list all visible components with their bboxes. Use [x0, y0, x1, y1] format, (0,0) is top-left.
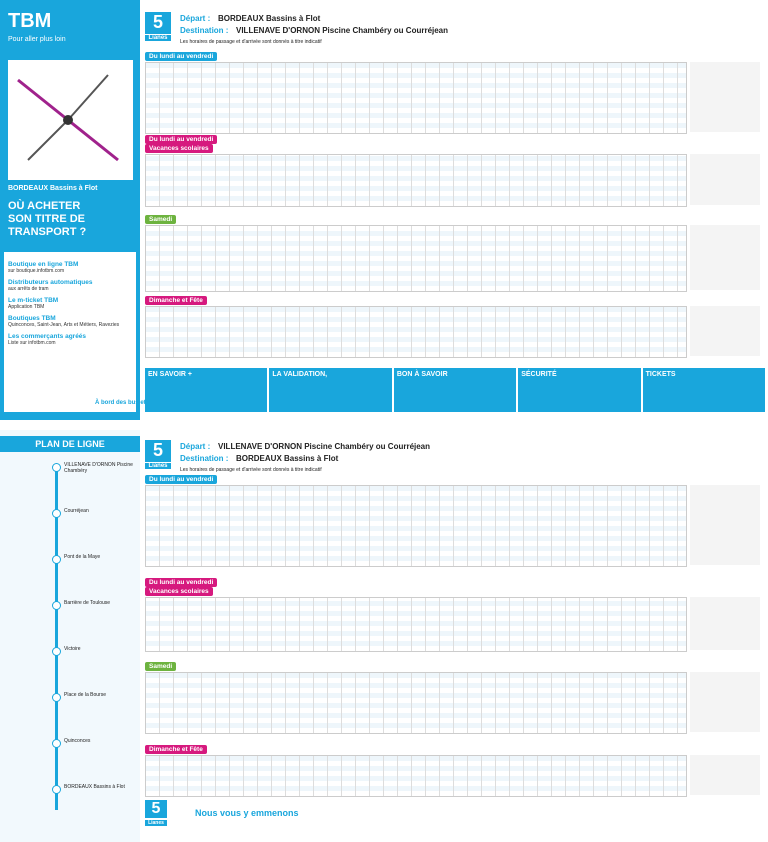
timetable-grid — [145, 154, 687, 207]
plan-line — [55, 470, 58, 810]
info-block: SÉCURITÉ — [518, 368, 641, 412]
depart: VILLENAVE D'ORNON Piscine Chambéry ou Co… — [218, 442, 431, 451]
tagline: Pour aller plus loin — [8, 36, 66, 43]
stop-name: Place de la Bourse — [64, 692, 106, 698]
item-title: Distributeurs automatiques — [8, 279, 93, 286]
line-name: BORDEAUX Bassins à Flot — [8, 185, 98, 192]
plan-panel — [0, 430, 140, 842]
footer-title: Nous vous y emmenons — [195, 808, 299, 818]
sidebar-title: OÙ ACHETER SON TITRE DE TRANSPORT ? — [8, 200, 87, 238]
stop-dot — [52, 601, 61, 610]
note: Les horaires de passage et d'arrivée son… — [180, 467, 322, 473]
depart-label: Départ : — [180, 442, 211, 451]
stop-name: VILLENAVE D'ORNON Piscine Chambéry — [64, 462, 133, 474]
section-title: Du lundi au vendredi — [145, 52, 218, 61]
item-text: aux arrêts de tram — [8, 286, 49, 292]
line-badge: 5 — [145, 440, 171, 462]
timetable-grid — [145, 755, 687, 797]
map-svg — [17, 74, 119, 162]
stop-name: Barrière de Toulouse — [64, 600, 111, 606]
destination: BORDEAUX Bassins à Flot — [236, 454, 339, 463]
stop-name: Quinconces — [64, 738, 91, 744]
stop-dot — [52, 785, 61, 794]
sidebar-items: Boutique en ligne TBM sur boutique.infotb… — [8, 256, 133, 346]
timetable-grid — [145, 485, 687, 567]
timetable-grid — [145, 225, 687, 292]
stop-dot — [52, 555, 61, 564]
stop-column — [690, 597, 760, 650]
footer-line-type: Lianes — [145, 820, 167, 826]
info-block: BON À SAVOIR — [393, 368, 517, 412]
stop-dot — [52, 463, 61, 472]
item-title: Le m-ticket TBM — [8, 297, 59, 304]
stop-dot — [52, 509, 61, 518]
section-title: Samedi — [145, 215, 177, 224]
section-title: Dimanche et Fête — [145, 745, 207, 754]
stop-column — [690, 755, 760, 795]
item-text: Liste sur infotbm.com — [8, 340, 56, 346]
bottom-note: À bord des bus et BatCub — [95, 400, 169, 406]
stop-column — [690, 225, 760, 290]
depart-label: Départ : — [180, 14, 211, 23]
note: Les horaires de passage et d'arrivée son… — [180, 39, 322, 45]
info-block: TICKETS — [642, 368, 766, 412]
timetable-grid — [145, 672, 687, 734]
section-subtitle: Vacances scolaires — [145, 587, 213, 596]
item-text: Quinconces, Saint-Jean, Arts et Métiers,… — [8, 322, 120, 328]
item-text: Application TBM — [8, 304, 45, 310]
section-title: Du lundi au vendredi — [145, 475, 218, 484]
section-title: Dimanche et Fête — [145, 296, 207, 305]
section-title: Samedi — [145, 662, 177, 671]
brand: TBM — [8, 10, 52, 32]
depart: BORDEAUX Bassins à Flot — [218, 14, 321, 23]
stop-name: Courréjean — [64, 508, 89, 514]
section-subtitle: Vacances scolaires — [145, 144, 213, 153]
stop-column — [690, 485, 760, 565]
info-block: LA VALIDATION, — [269, 368, 392, 412]
stop-name: Victoire — [64, 646, 81, 652]
stop-dot — [52, 693, 61, 702]
plan-title: PLAN DE LIGNE — [0, 436, 140, 452]
stop-column — [690, 62, 760, 132]
destination-label: Destination : — [180, 26, 229, 35]
stop-column — [690, 306, 760, 356]
timetable-grid — [145, 597, 687, 652]
line-badge: 5 — [145, 12, 171, 34]
section-title: Du lundi au vendredi — [145, 578, 218, 587]
infobar: EN SAVOIR + LA VALIDATION, BON À SAVOIR SÉC… — [145, 368, 766, 412]
stop-name: Pont de la Maye — [64, 554, 101, 560]
line-type: Lianes — [145, 463, 171, 469]
map — [8, 60, 133, 180]
stop-dot — [52, 647, 61, 656]
item-title: Les commerçants agréés — [8, 333, 87, 340]
item-title: Boutique en ligne TBM — [8, 261, 79, 268]
stop-dot — [52, 739, 61, 748]
item-title: Boutiques TBM — [8, 315, 56, 322]
sidebar-panel — [4, 252, 136, 412]
section-title: Du lundi au vendredi — [145, 135, 218, 144]
timetable-grid — [145, 306, 687, 358]
stop-column — [690, 154, 760, 205]
stop-column — [690, 672, 760, 732]
line-type: Lianes — [145, 35, 171, 41]
destination: VILLENAVE D'ORNON Piscine Chambéry ou Co… — [236, 26, 449, 35]
stop-name: BORDEAUX Bassins à Flot — [64, 784, 125, 790]
destination-label: Destination : — [180, 454, 229, 463]
timetable-grid — [145, 62, 687, 134]
info-block: EN SAVOIR + — [145, 368, 268, 412]
footer-line: 5 — [145, 800, 167, 818]
item-text: sur boutique.infotbm.com — [8, 268, 65, 274]
